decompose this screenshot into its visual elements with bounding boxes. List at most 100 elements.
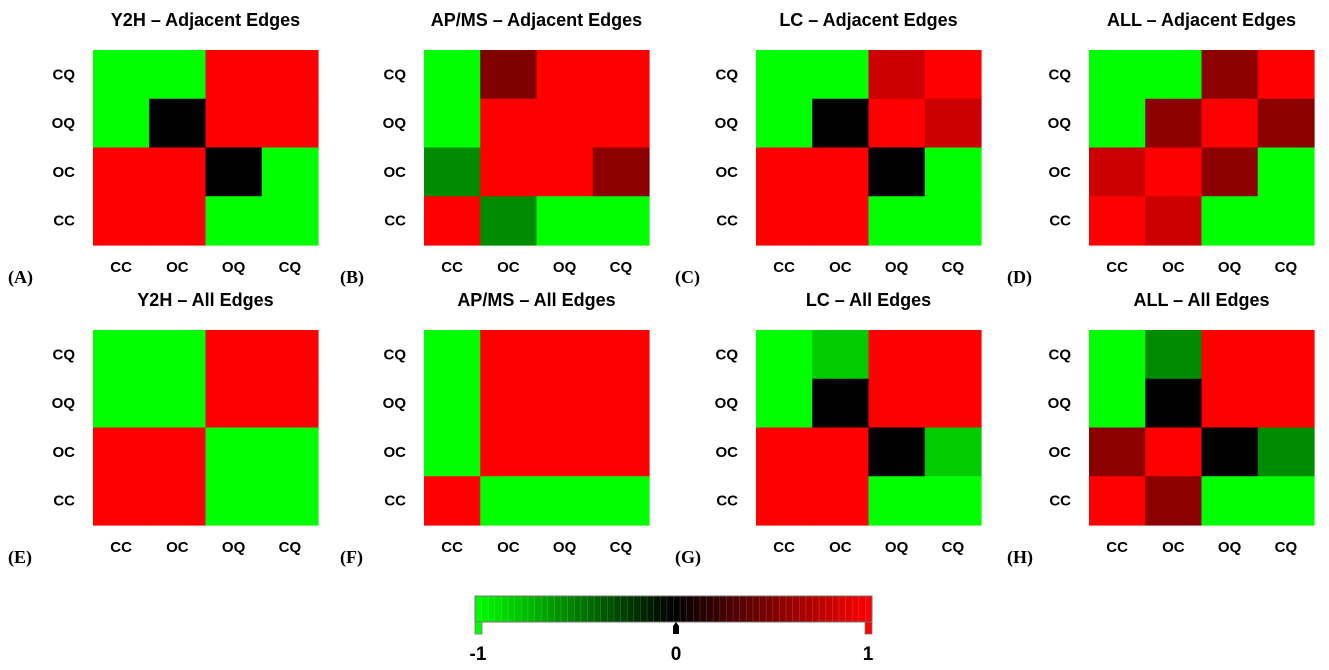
heatmap-cell [868,147,926,197]
heatmap-cell [424,330,481,380]
panel-title: ALL – Adjacent Edges [1107,10,1296,30]
y-tick-label: CQ [53,66,76,83]
heatmap-cell [1257,330,1315,380]
heatmap-cell [1201,50,1259,100]
heatmap-cell [1145,196,1203,246]
heatmap-cell [1089,50,1146,100]
x-tick-label: CC [110,539,132,556]
colorbar-zero-marker [673,622,679,634]
heatmap-cell [536,378,594,429]
colorbar-stripe [494,596,502,622]
panel-title: AP/MS – All Edges [457,290,615,310]
heatmap-cell [1201,147,1259,197]
heatmap-cell [261,98,319,149]
heatmap-cell [480,196,538,246]
heatmap-cell [868,196,926,246]
heatmap-cell [1089,147,1146,197]
x-tick-label: CC [110,259,132,276]
panel-label: (A) [8,267,33,288]
colorbar-stripe [680,596,688,622]
colorbar-stripe [574,596,582,622]
x-tick-label: OC [1162,259,1185,276]
heatmap-cell [93,378,150,429]
panel-title: Y2H – Adjacent Edges [111,10,300,30]
colorbar-stripe [547,596,555,622]
colorbar-stripe [845,596,853,622]
heatmap-cell [261,50,319,100]
colorbar-stripe [501,596,509,622]
colorbar-stripe [620,596,628,622]
heatmap-cell [93,196,150,246]
heatmap-cell [93,50,150,100]
y-tick-label: OQ [715,395,739,412]
colorbar-stripe [766,596,774,622]
colorbar-stripe [812,596,820,622]
y-tick-label: OC [1049,444,1072,461]
colorbar-stripe [792,596,800,622]
heatmap-cell [756,196,813,246]
colorbar-stripe [567,596,575,622]
heatmap-cell [205,476,263,526]
heatmap-panel: AP/MS – Adjacent Edges CQ OQ OC CC CC OC OQ CQ (B… [340,10,650,288]
colorbar-stripe [726,596,734,622]
y-tick-label: CC [1049,213,1071,230]
x-tick-label: OC [166,539,189,556]
panel-label: (D) [1007,267,1032,288]
heatmap-cell [1145,476,1203,526]
y-tick-label: CQ [1049,346,1072,363]
colorbar-stripe [514,596,522,622]
heatmap-cell [205,378,263,429]
heatmap-cell [424,196,481,246]
y-tick-label: CC [1049,493,1071,510]
x-tick-label: OQ [553,259,577,276]
heatmap-cell [868,427,926,477]
heatmap-cell [924,98,982,149]
heatmap-cell [756,330,813,380]
heatmap-cell [93,147,150,197]
x-tick-label: CQ [279,259,302,276]
x-tick-label: CQ [610,259,633,276]
heatmap-cell [1145,427,1203,477]
x-tick-label: CC [773,539,795,556]
y-tick-label: CC [716,213,738,230]
heatmap-cell [868,330,926,380]
colorbar-stripe [852,596,860,622]
heatmap-cell [756,378,813,429]
heatmap-cell [1089,476,1146,526]
panel-title: Y2H – All Edges [137,290,273,310]
heatmap-cell [1201,196,1259,246]
heatmap-cell [1089,378,1146,429]
heatmap-cell [756,98,813,149]
colorbar-stripe [673,596,681,622]
panel-title: ALL – All Edges [1133,290,1269,310]
heatmap-cell [868,378,926,429]
heatmap-cell [536,98,594,149]
heatmap-cell [536,330,594,380]
x-tick-label: CQ [942,259,965,276]
panel-label: (C) [675,267,700,288]
colorbar-min-label: -1 [470,644,487,665]
y-tick-label: CC [716,493,738,510]
colorbar-stripe [838,596,846,622]
y-tick-label: CQ [716,346,739,363]
heatmap-cell [205,147,263,197]
colorbar-stripe [521,596,529,622]
heatmap-cell [261,476,319,526]
colorbar-stripe [865,596,873,622]
x-tick-label: OC [829,539,852,556]
heatmap-cell [1257,427,1315,477]
colorbar-stripe [600,596,608,622]
heatmap-panel: AP/MS – All Edges CQ OQ OC CC CC OC OQ CQ (F) [340,290,650,568]
heatmap-panel: LC – Adjacent Edges CQ OQ OC CC CC OC OQ CQ (C) [675,10,982,288]
colorbar-stripe [699,596,707,622]
y-tick-label: CQ [53,346,76,363]
panel-label: (B) [340,267,364,288]
heatmap-cell [924,147,982,197]
heatmap-cell [1257,147,1315,197]
heatmap-cell [812,427,870,477]
heatmap-panel: Y2H – Adjacent Edges CQ OQ OC CC CC OC OQ CQ (A) [8,10,319,288]
heatmap-cell [868,476,926,526]
colorbar-max-label: 1 [863,644,874,665]
y-tick-label: CQ [716,66,739,83]
